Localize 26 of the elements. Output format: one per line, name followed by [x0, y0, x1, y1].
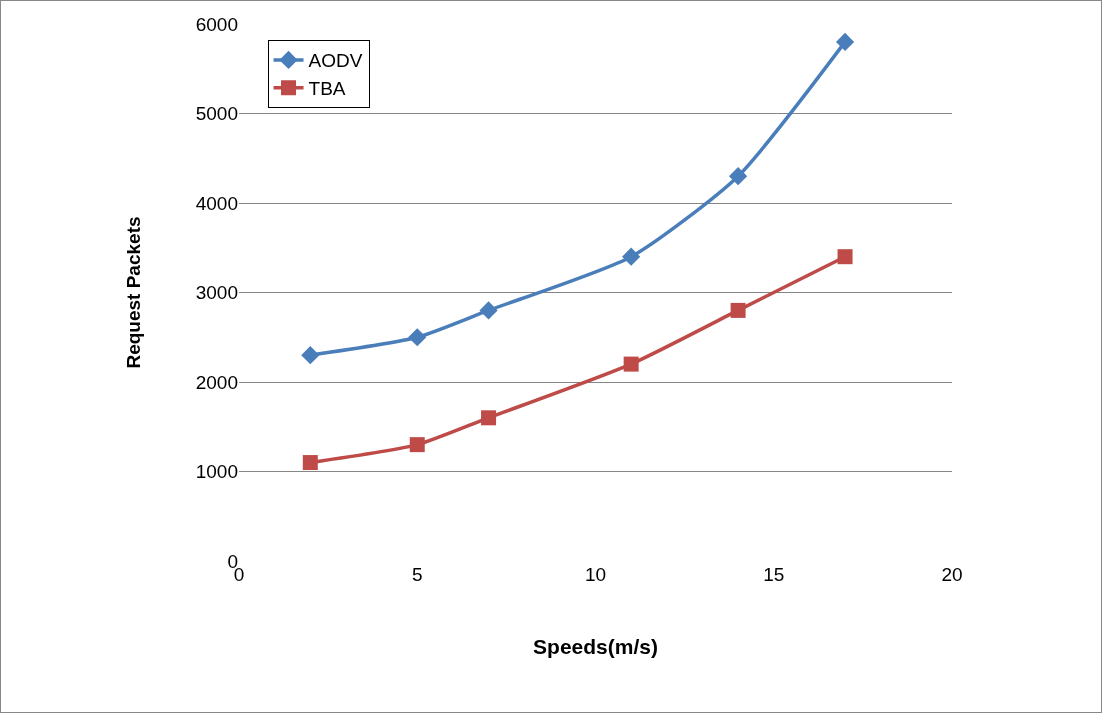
point	[837, 249, 853, 265]
y-tick-label: 5000	[195, 103, 238, 125]
point	[730, 302, 746, 318]
y-tick-label: 3000	[195, 282, 238, 304]
x-tick-label: 20	[941, 564, 963, 585]
point	[409, 437, 425, 453]
y-tick-label: 4000	[195, 192, 238, 214]
x-tick-label: 15	[763, 564, 785, 585]
point	[479, 301, 498, 320]
point	[729, 167, 748, 186]
point	[301, 346, 320, 365]
point	[408, 328, 427, 347]
x-axis-title: Speeds(m/s)	[533, 635, 658, 659]
y-axis-title: Request Packets	[122, 216, 144, 369]
point	[302, 455, 318, 471]
x-tick-label: 10	[584, 564, 607, 585]
legend-label: AODV	[308, 50, 363, 72]
point	[622, 247, 641, 266]
point	[835, 32, 855, 51]
y-tick-label: 6000	[195, 13, 238, 35]
point	[481, 410, 497, 426]
point	[623, 356, 639, 372]
y-tick-label: 2000	[195, 371, 238, 393]
legend-label: TBA	[308, 78, 346, 100]
x-tick-label: 5	[411, 564, 423, 585]
y-tick-label: 1000	[195, 461, 238, 483]
